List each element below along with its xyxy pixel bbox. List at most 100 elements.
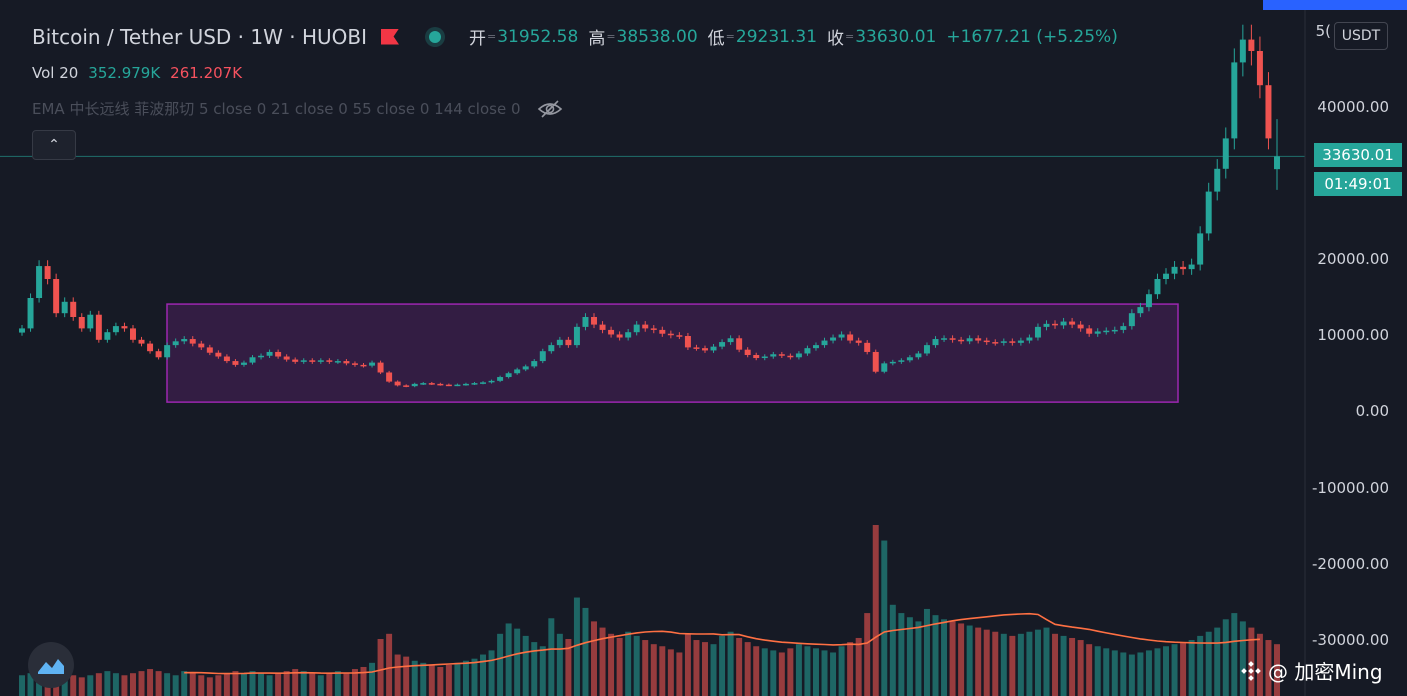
candle-body — [838, 334, 845, 338]
volume-bar — [787, 648, 794, 696]
price-label-minus-10000: -10000.00 — [1312, 479, 1389, 497]
consolidation-box[interactable] — [166, 303, 1179, 403]
volume-bar — [326, 673, 333, 696]
candle-body — [27, 298, 34, 329]
volume-bar — [1052, 633, 1059, 696]
candle-body — [215, 352, 222, 357]
volume-bar — [206, 677, 213, 696]
volume-bar — [172, 675, 179, 696]
low-label: 低 — [707, 29, 725, 49]
candle-body — [411, 383, 418, 387]
volume-bar — [462, 660, 469, 696]
volume-bar — [923, 608, 930, 696]
candle-body — [53, 279, 60, 314]
volume-bar — [1069, 637, 1076, 696]
volume-bar — [189, 673, 196, 696]
volume-bar — [898, 613, 905, 696]
candle-body — [1265, 85, 1272, 139]
candle-body — [198, 343, 205, 348]
symbol-title[interactable]: Bitcoin / Tether USD · 1W · HUOBI — [32, 24, 367, 49]
volume-bar — [147, 669, 154, 696]
volume-bar — [650, 644, 657, 696]
volume-legend[interactable]: Vol 20 352.979K 261.207K — [32, 64, 242, 82]
candle-body — [898, 360, 905, 362]
price-label-0: 0.00 — [1355, 402, 1389, 420]
volume-bar — [727, 631, 734, 696]
candle-body — [1128, 313, 1135, 327]
candle-body — [633, 324, 640, 333]
volume-bar — [129, 673, 136, 696]
candle-body — [659, 329, 666, 334]
candle-body — [1188, 264, 1195, 270]
flag-icon[interactable] — [380, 28, 399, 45]
close-eq: = — [845, 30, 855, 43]
volume-bar — [454, 662, 461, 696]
volume-bar — [565, 639, 572, 696]
market-status-icon[interactable] — [428, 30, 441, 43]
candle-body — [1145, 294, 1152, 308]
volume-bar — [556, 633, 563, 696]
volume-bar — [1274, 644, 1280, 696]
candle-body — [351, 363, 358, 365]
volume-bar — [232, 671, 239, 696]
tradingview-logo-icon[interactable] — [28, 642, 74, 688]
candle-body — [334, 361, 341, 363]
candle-body — [292, 359, 299, 362]
ema-legend[interactable]: EMA 中长远线 菲波那切 5 close 0 21 close 0 55 cl… — [32, 98, 563, 119]
volume-bar — [932, 615, 939, 696]
volume-bar — [812, 648, 819, 696]
volume-bar — [531, 642, 538, 696]
volume-bar — [599, 627, 606, 696]
volume-bar — [1017, 633, 1024, 696]
candle-body — [531, 361, 538, 367]
volume-bar — [420, 662, 427, 696]
watermark: @ 加密Ming — [1240, 656, 1383, 685]
low-value: 29231.31 — [735, 26, 818, 47]
candle-body — [428, 383, 435, 385]
binance-diamond-icon — [1241, 660, 1261, 681]
currency-button[interactable]: USDT — [1334, 22, 1388, 50]
eye-off-icon[interactable] — [537, 99, 563, 119]
candle-body — [454, 384, 461, 387]
volume-bar — [1180, 642, 1187, 696]
volume-bar — [992, 631, 999, 696]
candle-body — [864, 342, 871, 352]
volume-bar — [539, 646, 546, 696]
volume-bar — [958, 623, 965, 696]
candle-body — [710, 346, 717, 351]
candle-body — [548, 345, 555, 352]
open-eq: = — [486, 30, 497, 43]
candle-body — [949, 338, 956, 340]
volume-bar — [334, 671, 341, 696]
candle-body — [761, 356, 768, 359]
candle-body — [70, 301, 77, 317]
candle-body — [599, 324, 606, 330]
volume-bar — [309, 673, 316, 696]
volume-bar — [719, 635, 726, 696]
candle-body — [266, 351, 273, 356]
volume-bar — [684, 633, 691, 696]
volume-bar — [1086, 644, 1093, 696]
volume-bar — [1009, 635, 1016, 696]
volume-bar — [830, 652, 837, 696]
volume-bar — [1103, 648, 1110, 696]
candle-body — [258, 355, 265, 358]
collapse-legend-button[interactable]: ⌃ — [32, 130, 76, 160]
candle-body — [360, 364, 367, 367]
volume-bar — [249, 671, 256, 696]
volume-bar — [608, 633, 615, 696]
candle-body — [702, 348, 708, 351]
volume-bar — [112, 673, 119, 696]
volume-bar — [19, 675, 25, 696]
high-value: 38538.00 — [616, 26, 698, 47]
candle-body — [1163, 273, 1170, 279]
volume-bar — [1197, 635, 1204, 696]
candle-body — [1094, 331, 1101, 334]
volume-bar — [1154, 648, 1161, 696]
candle-body — [394, 381, 401, 386]
candle-body — [736, 338, 743, 350]
volume-bar — [411, 660, 418, 696]
volume-bar — [591, 621, 597, 696]
candle-body — [975, 338, 982, 341]
